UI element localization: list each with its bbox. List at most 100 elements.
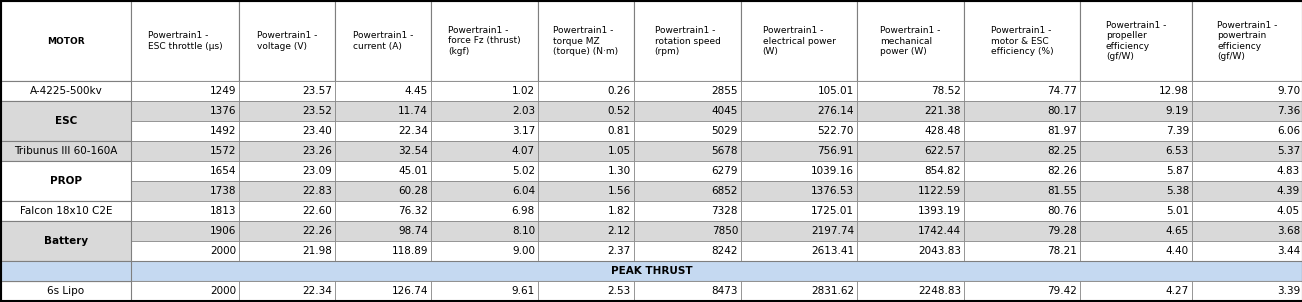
Bar [431,201,538,221]
Text: 3.44: 3.44 [1277,246,1299,256]
Text: Powertrain1 -
current (A): Powertrain1 - current (A) [353,31,413,51]
Bar [431,121,538,141]
Bar [741,161,857,181]
Bar [857,141,963,161]
Bar [240,281,335,301]
Text: 74.77: 74.77 [1047,86,1077,96]
Bar [132,141,240,161]
Text: 118.89: 118.89 [392,246,428,256]
Bar [1193,241,1302,261]
Text: 854.82: 854.82 [924,166,961,176]
Text: 11.74: 11.74 [398,106,428,116]
Bar [431,281,538,301]
Bar [963,221,1079,241]
Text: 2000: 2000 [210,246,236,256]
Text: Powertrain1 -
force Fz (thrust)
(kgf): Powertrain1 - force Fz (thrust) (kgf) [448,26,521,56]
Bar [741,241,857,261]
Bar [335,1,431,81]
Text: 2613.41: 2613.41 [811,246,854,256]
Bar [538,141,634,161]
Bar [1,141,132,161]
Text: 98.74: 98.74 [398,226,428,236]
Text: 4.65: 4.65 [1165,226,1189,236]
Bar [857,161,963,181]
Text: 82.25: 82.25 [1047,146,1077,156]
Bar [132,101,240,121]
Text: 12.98: 12.98 [1159,86,1189,96]
Text: Powertrain1 -
motor & ESC
efficiency (%): Powertrain1 - motor & ESC efficiency (%) [991,26,1053,56]
Text: PROP: PROP [49,176,82,186]
Text: 22.83: 22.83 [302,186,332,196]
Text: 4.45: 4.45 [405,86,428,96]
Bar [335,81,431,101]
Text: 4.05: 4.05 [1277,206,1299,216]
Text: ESC: ESC [55,116,77,126]
Bar [634,221,741,241]
Text: 22.26: 22.26 [302,226,332,236]
Bar [240,181,335,201]
Text: 1122.59: 1122.59 [918,186,961,196]
Text: Powertrain1 -
ESC throttle (μs): Powertrain1 - ESC throttle (μs) [147,31,223,51]
Bar [431,1,538,81]
Bar [132,241,240,261]
Bar [240,101,335,121]
Bar [538,161,634,181]
Text: 4.07: 4.07 [512,146,535,156]
Text: Powertrain1 -
electrical power
(W): Powertrain1 - electrical power (W) [763,26,836,56]
Text: 756.91: 756.91 [818,146,854,156]
Text: Powertrain1 -
propeller
efficiency
(gf/W): Powertrain1 - propeller efficiency (gf/W… [1105,21,1167,61]
Bar [132,161,240,181]
Text: 8242: 8242 [711,246,738,256]
Bar [634,121,741,141]
Bar [431,141,538,161]
Bar [634,101,741,121]
Text: 1492: 1492 [210,126,236,136]
Bar [538,121,634,141]
Text: 7.39: 7.39 [1165,126,1189,136]
Text: 2.12: 2.12 [608,226,631,236]
Text: 7850: 7850 [712,226,738,236]
Text: 5.37: 5.37 [1277,146,1299,156]
Text: 1376: 1376 [210,106,236,116]
Bar [634,241,741,261]
Bar [240,141,335,161]
Text: 8.10: 8.10 [512,226,535,236]
Bar [634,201,741,221]
Text: Tribunus III 60-160A: Tribunus III 60-160A [14,146,117,156]
Bar [963,1,1079,81]
Bar [963,101,1079,121]
Bar [335,121,431,141]
Text: 0.52: 0.52 [608,106,631,116]
Text: 22.34: 22.34 [302,286,332,296]
Text: 60.28: 60.28 [398,186,428,196]
Bar [857,281,963,301]
Bar [335,141,431,161]
Bar [1079,241,1193,261]
Text: 2.03: 2.03 [512,106,535,116]
Text: 6s Lipo: 6s Lipo [47,286,85,296]
Text: 4.40: 4.40 [1165,246,1189,256]
Bar [431,241,538,261]
Text: 6.04: 6.04 [512,186,535,196]
Text: 22.60: 22.60 [302,206,332,216]
Bar [857,241,963,261]
Bar [538,221,634,241]
Bar [1079,101,1193,121]
Bar [538,281,634,301]
Bar [132,121,240,141]
Text: 22.34: 22.34 [398,126,428,136]
Text: Powertrain1 -
powertrain
efficiency
(gf/W): Powertrain1 - powertrain efficiency (gf/… [1217,21,1277,61]
Text: 81.55: 81.55 [1047,186,1077,196]
Bar [1079,141,1193,161]
Bar [741,201,857,221]
Text: 3.17: 3.17 [512,126,535,136]
Text: 1725.01: 1725.01 [811,206,854,216]
Text: 2000: 2000 [210,286,236,296]
Text: MOTOR: MOTOR [47,37,85,46]
Text: 76.32: 76.32 [398,206,428,216]
Bar [538,201,634,221]
Text: 2831.62: 2831.62 [811,286,854,296]
Text: 32.54: 32.54 [398,146,428,156]
Text: 45.01: 45.01 [398,166,428,176]
Text: 1249: 1249 [210,86,236,96]
